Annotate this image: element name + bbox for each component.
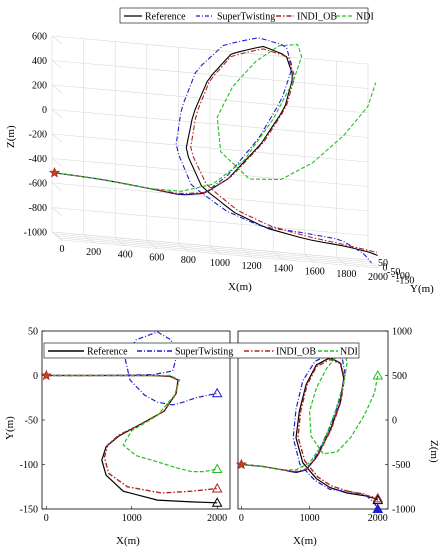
legend-top-label-ndi: NDI xyxy=(356,12,374,23)
tick-3d-z-3: 0 xyxy=(42,105,47,116)
tick-3d-x-1: 200 xyxy=(86,247,101,258)
ticks-xy: 0 1000 2000 50 0 -50 -100 -150 xyxy=(20,327,228,525)
xy-xtick-label-0: 0 xyxy=(44,513,49,524)
tick-3d-z-1: 400 xyxy=(32,56,47,67)
xz-xtick-label-1: 1000 xyxy=(300,513,320,524)
tick-3d-z-7: -800 xyxy=(29,203,47,214)
legend-top-label-reference: Reference xyxy=(145,12,186,23)
xz-ytick-label-3: -500 xyxy=(392,460,410,471)
grid-3d-zside-0 xyxy=(51,35,63,45)
tick-3d-x-4: 800 xyxy=(181,255,196,266)
x-axis-label-xz: X(m) xyxy=(293,535,317,547)
tick-3d-z-4: -200 xyxy=(29,130,47,141)
tick-3d-x-10: 2000 xyxy=(368,272,388,283)
xy-ytick-label-0: 50 xyxy=(28,327,38,338)
xz-ytick-label-4: -1000 xyxy=(392,505,415,516)
x-axis-label-xy: X(m) xyxy=(116,535,140,547)
tick-3d-y-3: -100 xyxy=(392,271,410,282)
legend-bottom: Reference SuperTwisting INDI_OB NDI xyxy=(43,342,360,359)
xz-ytick-label-0: 1000 xyxy=(392,327,412,338)
xy-end-marker-indi-ob xyxy=(211,483,223,493)
y-axis-label-xy: Y(m) xyxy=(4,416,16,440)
series-xy xyxy=(40,331,223,507)
grid-3d-y-4 xyxy=(61,239,379,269)
xz-ytick-label-2: 0 xyxy=(392,416,397,427)
start-marker-3d xyxy=(48,167,61,178)
tick-3d-x-5: 1000 xyxy=(210,258,230,269)
legend-bottom-box xyxy=(43,342,360,359)
z-axis-label-3d: Z(m) xyxy=(5,125,17,148)
grid-3d-y-3 xyxy=(59,237,376,267)
tick-3d-x-2: 400 xyxy=(118,250,133,261)
xy-xtick-label-2: 2000 xyxy=(207,513,227,524)
xy-ytick-label-2: -50 xyxy=(25,416,38,427)
xz-ytick-label-1: 500 xyxy=(392,371,407,382)
tick-3d-z-8: -1000 xyxy=(24,228,47,239)
tick-3d-x-6: 1200 xyxy=(242,261,262,272)
tick-3d-x-7: 1400 xyxy=(273,264,293,275)
series-3d-indi-ob xyxy=(54,48,378,253)
y-axis-label-xz: Z(m) xyxy=(428,440,440,463)
xy-ytick-label-4: -150 xyxy=(20,505,38,516)
series-3d xyxy=(48,37,378,264)
series-3d-ndi xyxy=(54,43,377,192)
legend-top-label-indi-ob: INDI_OB xyxy=(297,12,337,23)
ticks-xz: 0 1000 2000 1000 500 0 -500 -1000 xyxy=(239,327,415,525)
tick-3d-z-5: -400 xyxy=(29,154,47,165)
tick-3d-y-1: 0 xyxy=(383,262,388,273)
xy-start-marker xyxy=(40,369,52,381)
x-axis-label-3d: X(m) xyxy=(228,281,252,293)
xz-xtick-label-0: 0 xyxy=(239,513,244,524)
tick-3d-z-6: -600 xyxy=(29,179,47,190)
grid-3d-y-1 xyxy=(54,233,371,263)
legend-bottom-label-reference: Reference xyxy=(87,347,128,358)
xz-start-marker xyxy=(235,458,247,470)
tick-3d-x-0: 0 xyxy=(60,244,65,255)
grid-3d-y-0 xyxy=(51,231,369,261)
xz-end-marker-ndi xyxy=(372,369,384,380)
xy-end-marker-supertwisting xyxy=(211,387,223,398)
y-axis-label-3d: Y(m) xyxy=(410,283,434,295)
legend-bottom-label-ndi: NDI xyxy=(340,347,358,358)
xy-xtick-label-1: 1000 xyxy=(122,513,142,524)
grid-3d-zside-1 xyxy=(51,60,63,69)
xy-ytick-label-3: -100 xyxy=(20,460,38,471)
tick-3d-x-8: 1600 xyxy=(305,266,325,277)
tick-3d-y-2: -50 xyxy=(387,267,400,278)
xy-end-marker-ndi xyxy=(211,463,223,473)
legend-bottom-label-supertwisting: SuperTwisting xyxy=(175,347,233,358)
grid-3d-zside-3 xyxy=(51,109,63,118)
grid-3d-y-2 xyxy=(56,235,374,265)
xz-xtick-label-2: 2000 xyxy=(368,513,388,524)
panel-xy: 0 1000 2000 50 0 -50 -100 -150 X(m) Y(m) xyxy=(4,327,231,547)
grid-3d-zside-5 xyxy=(51,158,63,167)
xy-series-ndi xyxy=(46,374,218,473)
grid-3d-zside-2 xyxy=(51,84,63,94)
grid-3d-zside-4 xyxy=(51,133,63,143)
legend-bottom-label-indi-ob: INDI_OB xyxy=(276,347,316,358)
tick-3d-z-2: 200 xyxy=(32,81,47,92)
tick-3d-y-4: -150 xyxy=(396,276,414,287)
legend-top: Reference SuperTwisting INDI_OB NDI xyxy=(119,7,374,24)
tick-3d-x-3: 600 xyxy=(149,252,164,263)
xz-end-marker-indi-ob xyxy=(372,492,384,503)
tick-3d-x-9: 1800 xyxy=(336,269,356,280)
xy-ytick-label-1: 0 xyxy=(33,371,38,382)
grid-3d xyxy=(51,35,379,269)
legend-top-label-supertwisting: SuperTwisting xyxy=(217,12,275,23)
grid-3d-zside-6 xyxy=(51,182,63,192)
tick-3d-y-0: 50 xyxy=(378,258,388,269)
xy-end-marker-reference xyxy=(211,497,223,507)
xz-end-marker-supertwisting xyxy=(372,503,384,513)
legend-top-box xyxy=(119,7,369,24)
xz-series-indi-ob xyxy=(241,358,378,499)
xy-series-indi-ob xyxy=(46,374,218,494)
grid-3d-zside-7 xyxy=(51,207,63,216)
tick-3d-z-0: 600 xyxy=(32,32,47,43)
